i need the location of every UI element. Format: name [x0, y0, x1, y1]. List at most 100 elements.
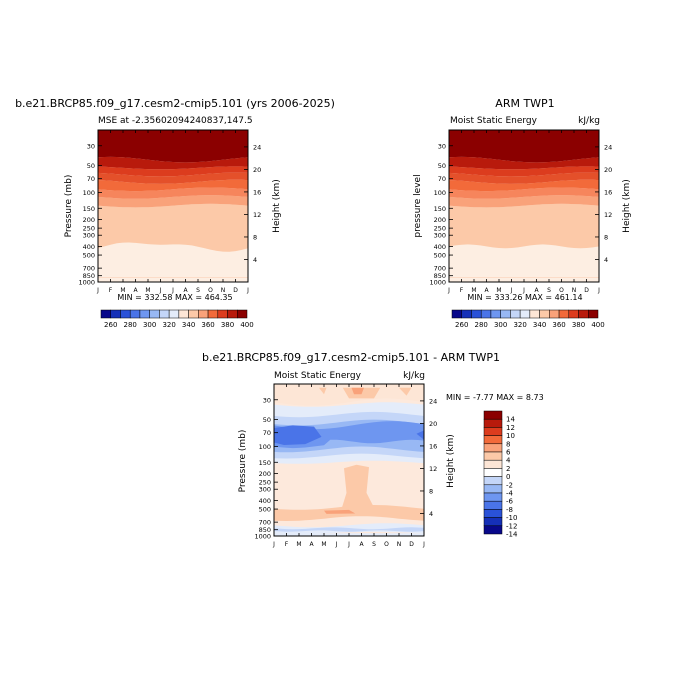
x-tick-label: M — [120, 287, 125, 294]
colorbar-cell — [588, 309, 599, 319]
pressure-tick-label: 250 — [434, 225, 446, 233]
panel-diff-minmax: MIN = -7.77 MAX = 8.73 — [446, 393, 544, 402]
colorbar-label: 320 — [513, 321, 526, 329]
x-tick-label: M — [471, 287, 476, 294]
colorbar-label: 380 — [572, 321, 585, 329]
colorbar-cell — [461, 309, 472, 319]
field-band — [449, 179, 599, 192]
x-tick-label: S — [372, 541, 376, 548]
field-band — [399, 387, 412, 396]
x-tick-label: J — [347, 541, 350, 548]
colorbar-label: 260 — [455, 321, 468, 329]
x-tick-label: J — [597, 287, 600, 294]
colorbar-cell — [483, 525, 503, 535]
panel-model-ylabel-right: Height (km) — [272, 179, 282, 233]
panel-diff-subtitle: Moist Static Energy — [274, 371, 362, 381]
x-tick-label: J — [522, 287, 525, 294]
x-tick-label: N — [221, 287, 226, 294]
colorbar-cell — [483, 410, 503, 420]
colorbar-cell — [483, 451, 503, 461]
colorbar-cell — [483, 517, 503, 527]
height-tick-label: 8 — [604, 233, 608, 241]
field-band — [98, 130, 248, 163]
field-band — [341, 464, 374, 510]
colorbar-cell — [483, 435, 503, 445]
x-tick-label: J — [246, 287, 249, 294]
x-tick-label: O — [208, 287, 213, 294]
pressure-tick-label: 400 — [83, 243, 95, 251]
colorbar-label: -2 — [506, 481, 513, 489]
pressure-tick-label: 400 — [434, 243, 446, 251]
pressure-tick-label: 1000 — [78, 279, 95, 287]
colorbar-label: 320 — [162, 321, 175, 329]
colorbar-cell — [227, 309, 238, 319]
field-band — [324, 509, 356, 514]
panel-diff-ylabel-left: Pressure (mb) — [238, 430, 248, 493]
colorbar-label: 0 — [506, 473, 510, 481]
field-band — [274, 527, 424, 532]
pressure-tick-label: 850 — [434, 272, 446, 280]
field-band — [449, 203, 599, 249]
panel-diff: b.e21.BRCP85.f09_g17.cesm2-cmip5.101 - A… — [202, 351, 544, 548]
field-band — [449, 166, 599, 177]
pressure-tick-label: 850 — [83, 272, 95, 280]
colorbar-cell — [510, 309, 521, 319]
field-band — [449, 195, 599, 208]
panel-obs-ylabel-left: pressure level — [413, 174, 423, 237]
x-tick-label: J — [335, 541, 338, 548]
colorbar-cell — [120, 309, 131, 319]
field-band — [98, 156, 248, 170]
field-band — [98, 195, 248, 208]
pressure-tick-label: 30 — [87, 142, 95, 150]
x-tick-label: F — [109, 287, 113, 294]
height-tick-label: 16 — [253, 188, 261, 196]
x-tick-label: J — [447, 287, 450, 294]
pressure-tick-label: 70 — [87, 175, 95, 183]
height-tick-label: 12 — [604, 211, 612, 219]
x-tick-label: J — [96, 287, 99, 294]
colorbar-cell — [539, 309, 550, 319]
colorbar-cell — [483, 443, 503, 453]
colorbar-label: 14 — [506, 416, 515, 424]
panel-diff-units: kJ/kg — [403, 371, 425, 381]
height-tick-label: 20 — [604, 166, 612, 174]
x-tick-label: J — [510, 287, 513, 294]
height-tick-label: 4 — [253, 256, 257, 264]
panel-obs-ylabel-right: Height (km) — [622, 179, 632, 233]
colorbar-cell — [149, 309, 160, 319]
pressure-tick-label: 1000 — [429, 279, 446, 287]
height-tick-label: 16 — [429, 442, 437, 450]
x-tick-label: A — [133, 287, 138, 294]
panel-obs-units: kJ/kg — [578, 116, 600, 126]
colorbar-label: -6 — [506, 498, 514, 506]
colorbar-label: 300 — [143, 321, 156, 329]
colorbar-cell — [188, 309, 199, 319]
colorbar-cell — [100, 309, 111, 319]
colorbar-cell — [578, 309, 589, 319]
pressure-tick-label: 100 — [434, 189, 446, 197]
x-tick-label: O — [559, 287, 564, 294]
pressure-tick-label: 50 — [263, 416, 271, 424]
colorbar-label: 360 — [552, 321, 565, 329]
colorbar-label: 300 — [494, 321, 507, 329]
x-tick-label: F — [460, 287, 464, 294]
x-tick-label: N — [397, 541, 402, 548]
pressure-tick-label: 200 — [83, 216, 95, 224]
colorbar-cell — [217, 309, 228, 319]
colorbar-cell — [129, 309, 141, 319]
pressure-tick-label: 150 — [434, 205, 446, 213]
height-tick-label: 4 — [604, 256, 608, 264]
colorbar-cell — [490, 309, 501, 319]
colorbar-label: 380 — [221, 321, 234, 329]
x-tick-label: J — [272, 541, 275, 548]
x-tick-label: A — [534, 287, 539, 294]
colorbar-label: 4 — [506, 457, 511, 465]
pressure-tick-label: 50 — [87, 162, 95, 170]
colorbar-cell — [500, 309, 511, 319]
colorbar-cell — [568, 309, 579, 319]
colorbar-label: -14 — [506, 531, 518, 539]
pressure-tick-label: 850 — [259, 526, 271, 534]
colorbar-cell — [480, 309, 492, 319]
panel-obs-plot-area: J F M A M J J A S O N D J305070100150200250300400500… — [429, 129, 612, 294]
